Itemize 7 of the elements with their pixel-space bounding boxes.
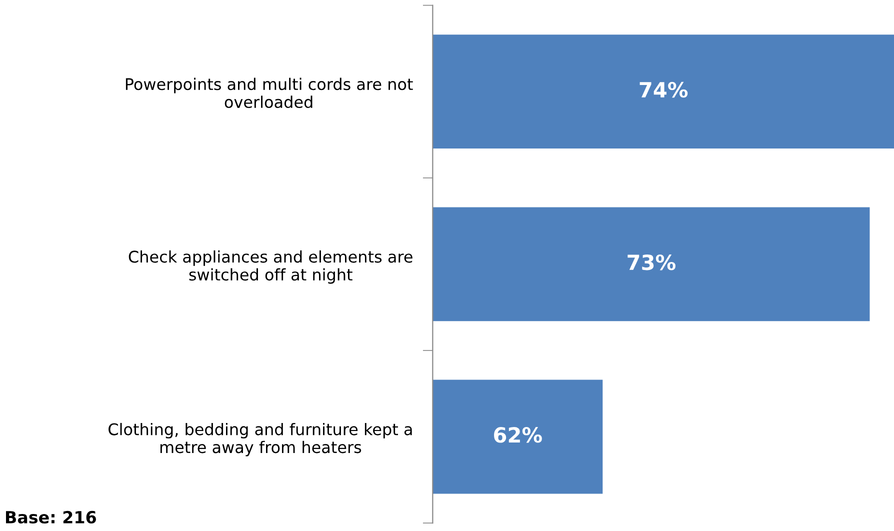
data-label: 74% — [640, 82, 688, 98]
data-label: 62% — [494, 427, 542, 443]
y-tick-label: Powerpoints and multi cords are not overloaded — [126, 78, 413, 108]
y-tick-label: Clothing, bedding and furniture kept a metre away from heaters — [108, 422, 412, 456]
data-label: 73% — [628, 254, 676, 270]
y-tick-label: Check appliances and elements are switched off at night — [128, 250, 412, 284]
text: Base: 216 — [6, 510, 96, 524]
